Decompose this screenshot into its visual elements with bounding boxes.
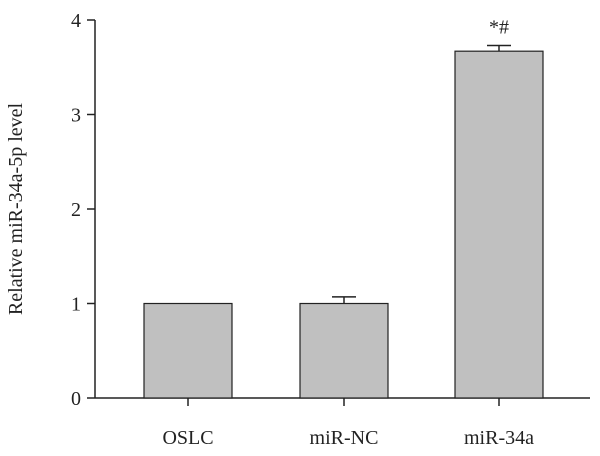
y-tick-label: 3	[71, 105, 81, 127]
x-tick-label: miR-34a	[464, 427, 534, 449]
tick-labels: 0 1 2 3 4 OSLC miR-NC miR-34a	[71, 10, 534, 449]
error-bars	[332, 44, 511, 304]
y-tick-label: 2	[71, 199, 81, 221]
bar	[299, 302, 389, 399]
y-axis-label: Relative miR-34a-5p level	[5, 102, 27, 315]
x-tick-label: miR-NC	[310, 427, 379, 449]
x-tick-label: OSLC	[162, 427, 213, 449]
bars	[143, 50, 544, 399]
y-tick-label: 1	[71, 294, 81, 316]
bar	[143, 302, 233, 399]
y-tick-label: 4	[71, 10, 81, 32]
y-tick-label: 0	[71, 388, 81, 410]
bar	[454, 50, 544, 399]
annotations: *#	[489, 17, 509, 39]
significance-annotation: *#	[489, 17, 509, 39]
